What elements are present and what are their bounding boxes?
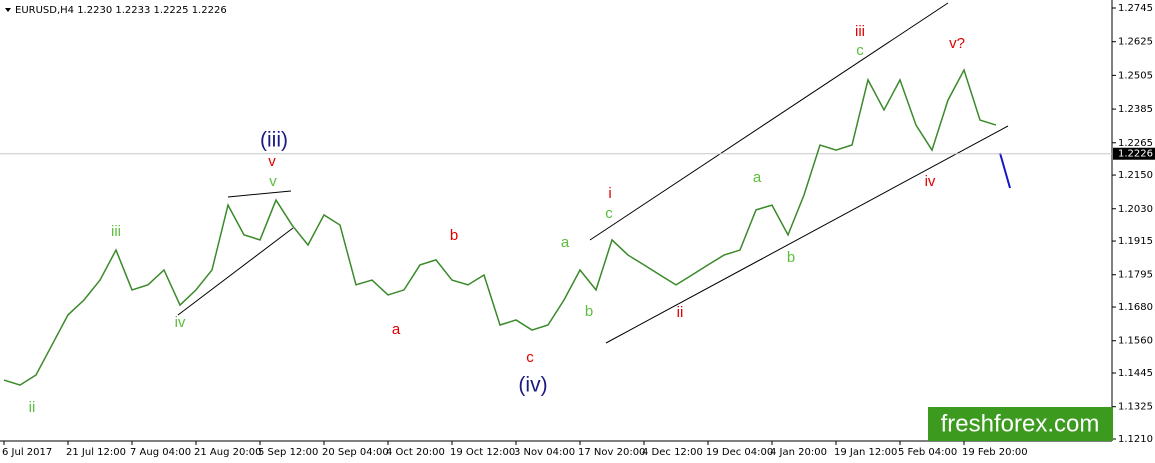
- y-tick-label: 1.1445: [1118, 368, 1153, 379]
- trend-line: [227, 190, 292, 198]
- x-tick-label: 17 Nov 20:00: [578, 447, 645, 458]
- wave-label: b: [787, 249, 795, 266]
- x-tick-label: 5 Sep 12:00: [258, 447, 318, 458]
- current-price-box: [1113, 147, 1155, 160]
- y-tick-label: 1.2265: [1118, 138, 1153, 149]
- y-tick-label: 1.1795: [1118, 270, 1153, 281]
- y-tick-label: 1.1210: [1118, 434, 1153, 445]
- y-tick-label: 1.2030: [1118, 204, 1153, 215]
- wave-label: a: [561, 234, 570, 251]
- x-tick-label: 7 Aug 04:00: [130, 447, 191, 458]
- x-tick-label: 6 Jul 2017: [2, 447, 52, 458]
- x-tick-label: 4 Jan 20:00: [770, 447, 827, 458]
- x-tick-label: 4 Dec 12:00: [642, 447, 703, 458]
- x-tick-label: 19 Jan 12:00: [834, 447, 897, 458]
- wave-label: iii: [855, 23, 865, 40]
- x-tick-label: 21 Aug 20:00: [194, 447, 261, 458]
- wave-label: iv: [175, 314, 186, 331]
- menu-icon: [5, 8, 11, 12]
- y-tick-label: 1.1680: [1118, 302, 1153, 313]
- x-tick-label: 5 Feb 04:00: [898, 447, 957, 458]
- wave-label: v: [269, 173, 277, 190]
- wave-label: ii: [677, 304, 684, 321]
- trend-line: [177, 227, 294, 316]
- wave-label: b: [585, 303, 593, 320]
- y-tick-label: 1.1560: [1118, 336, 1153, 347]
- chart-title: EURUSD,H4 1.2230 1.2233 1.2225 1.2226: [15, 5, 227, 16]
- forecast-line: [999, 152, 1011, 189]
- wave-label: b: [450, 227, 458, 244]
- y-tick-label: 1.1915: [1118, 236, 1153, 247]
- plot-area: 1.2745 1.2625 1.2505 1.2385 1.2265 1.2150 1.20…: [0, 3, 1155, 458]
- y-tick-label: 1.2385: [1118, 104, 1153, 115]
- wave-label: v: [268, 153, 276, 170]
- x-tick-label: 20 Sep 04:00: [322, 447, 389, 458]
- price-line: [3, 68, 997, 386]
- y-tick-label: 1.2625: [1118, 37, 1153, 48]
- wave-label: c: [605, 205, 613, 222]
- x-tick-label: 19 Feb 20:00: [962, 447, 1028, 458]
- x-tick-label: 19 Oct 12:00: [450, 447, 515, 458]
- watermark-box: [928, 407, 1113, 441]
- y-tick-label: 1.2745: [1118, 3, 1153, 14]
- x-tick-label: 19 Dec 04:00: [706, 447, 773, 458]
- wave-label: i: [608, 185, 611, 202]
- wave-label: a: [392, 321, 401, 338]
- wave-label: v?: [949, 35, 965, 52]
- y-tick-label: 1.2505: [1118, 70, 1153, 81]
- wave-label: iv: [925, 173, 936, 190]
- wave-label: c: [856, 42, 864, 59]
- y-tick-label: 1.1325: [1118, 402, 1153, 413]
- x-tick-label: 3 Nov 04:00: [514, 447, 575, 458]
- wave-label: c: [526, 349, 534, 366]
- current-price-label: 1.2226: [1118, 149, 1153, 160]
- channel-lower: [605, 125, 1009, 344]
- x-tick-label: 4 Oct 20:00: [386, 447, 445, 458]
- wave-label: (iv): [518, 374, 547, 397]
- wave-label: ii: [29, 399, 36, 416]
- x-tick-label: 21 Jul 12:00: [66, 447, 126, 458]
- wave-label: iii: [111, 223, 121, 240]
- y-tick-label: 1.2150: [1118, 170, 1153, 181]
- wave-label: (iii): [260, 129, 288, 152]
- channel-upper: [589, 2, 949, 241]
- wave-label: a: [753, 169, 762, 186]
- watermark: freshforex.com: [941, 410, 1100, 437]
